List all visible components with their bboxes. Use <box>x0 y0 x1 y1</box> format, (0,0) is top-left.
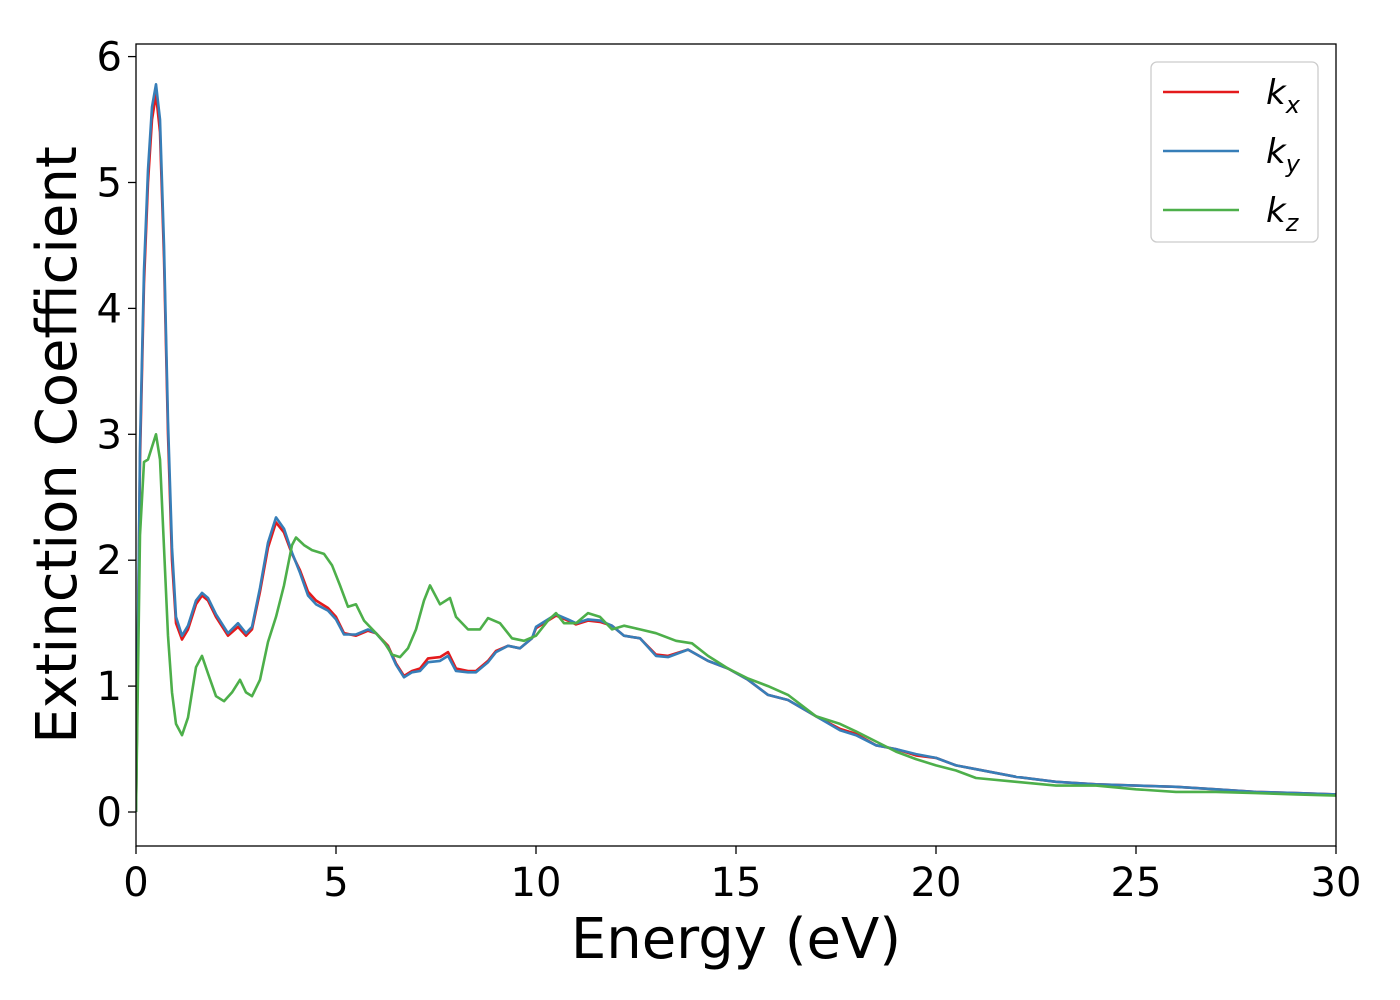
x-tick-label: 0 <box>123 860 148 906</box>
x-tick-label: 10 <box>511 860 562 906</box>
x-tick-label: 15 <box>711 860 762 906</box>
x-tick-label: 20 <box>911 860 962 906</box>
y-tick-label: 6 <box>97 35 122 81</box>
y-axis-ticks: 0 1 2 3 4 5 6 <box>97 35 136 836</box>
x-tick-label: 30 <box>1311 860 1362 906</box>
x-tick-label: 25 <box>1111 860 1162 906</box>
x-axis-ticks: 0 5 10 15 20 25 30 <box>123 846 1361 906</box>
y-tick-label: 2 <box>97 538 122 584</box>
legend-label-kz: kz <box>1266 191 1300 237</box>
y-axis-label: Extinction Coefficient <box>25 146 90 744</box>
y-tick-label: 3 <box>97 412 122 458</box>
x-tick-label: 5 <box>323 860 348 906</box>
y-tick-label: 5 <box>97 160 122 206</box>
series-line-ky <box>136 83 1336 813</box>
legend-label-ky: ky <box>1266 132 1301 178</box>
legend-label-kx: kx <box>1266 73 1301 119</box>
series-lines <box>136 83 1336 813</box>
y-tick-label: 0 <box>97 790 122 836</box>
x-axis-label: Energy (eV) <box>571 907 901 972</box>
y-tick-label: 1 <box>97 664 122 710</box>
series-line-kz <box>136 433 1336 813</box>
y-tick-label: 4 <box>97 286 122 332</box>
legend: kx ky kz <box>1150 61 1319 243</box>
